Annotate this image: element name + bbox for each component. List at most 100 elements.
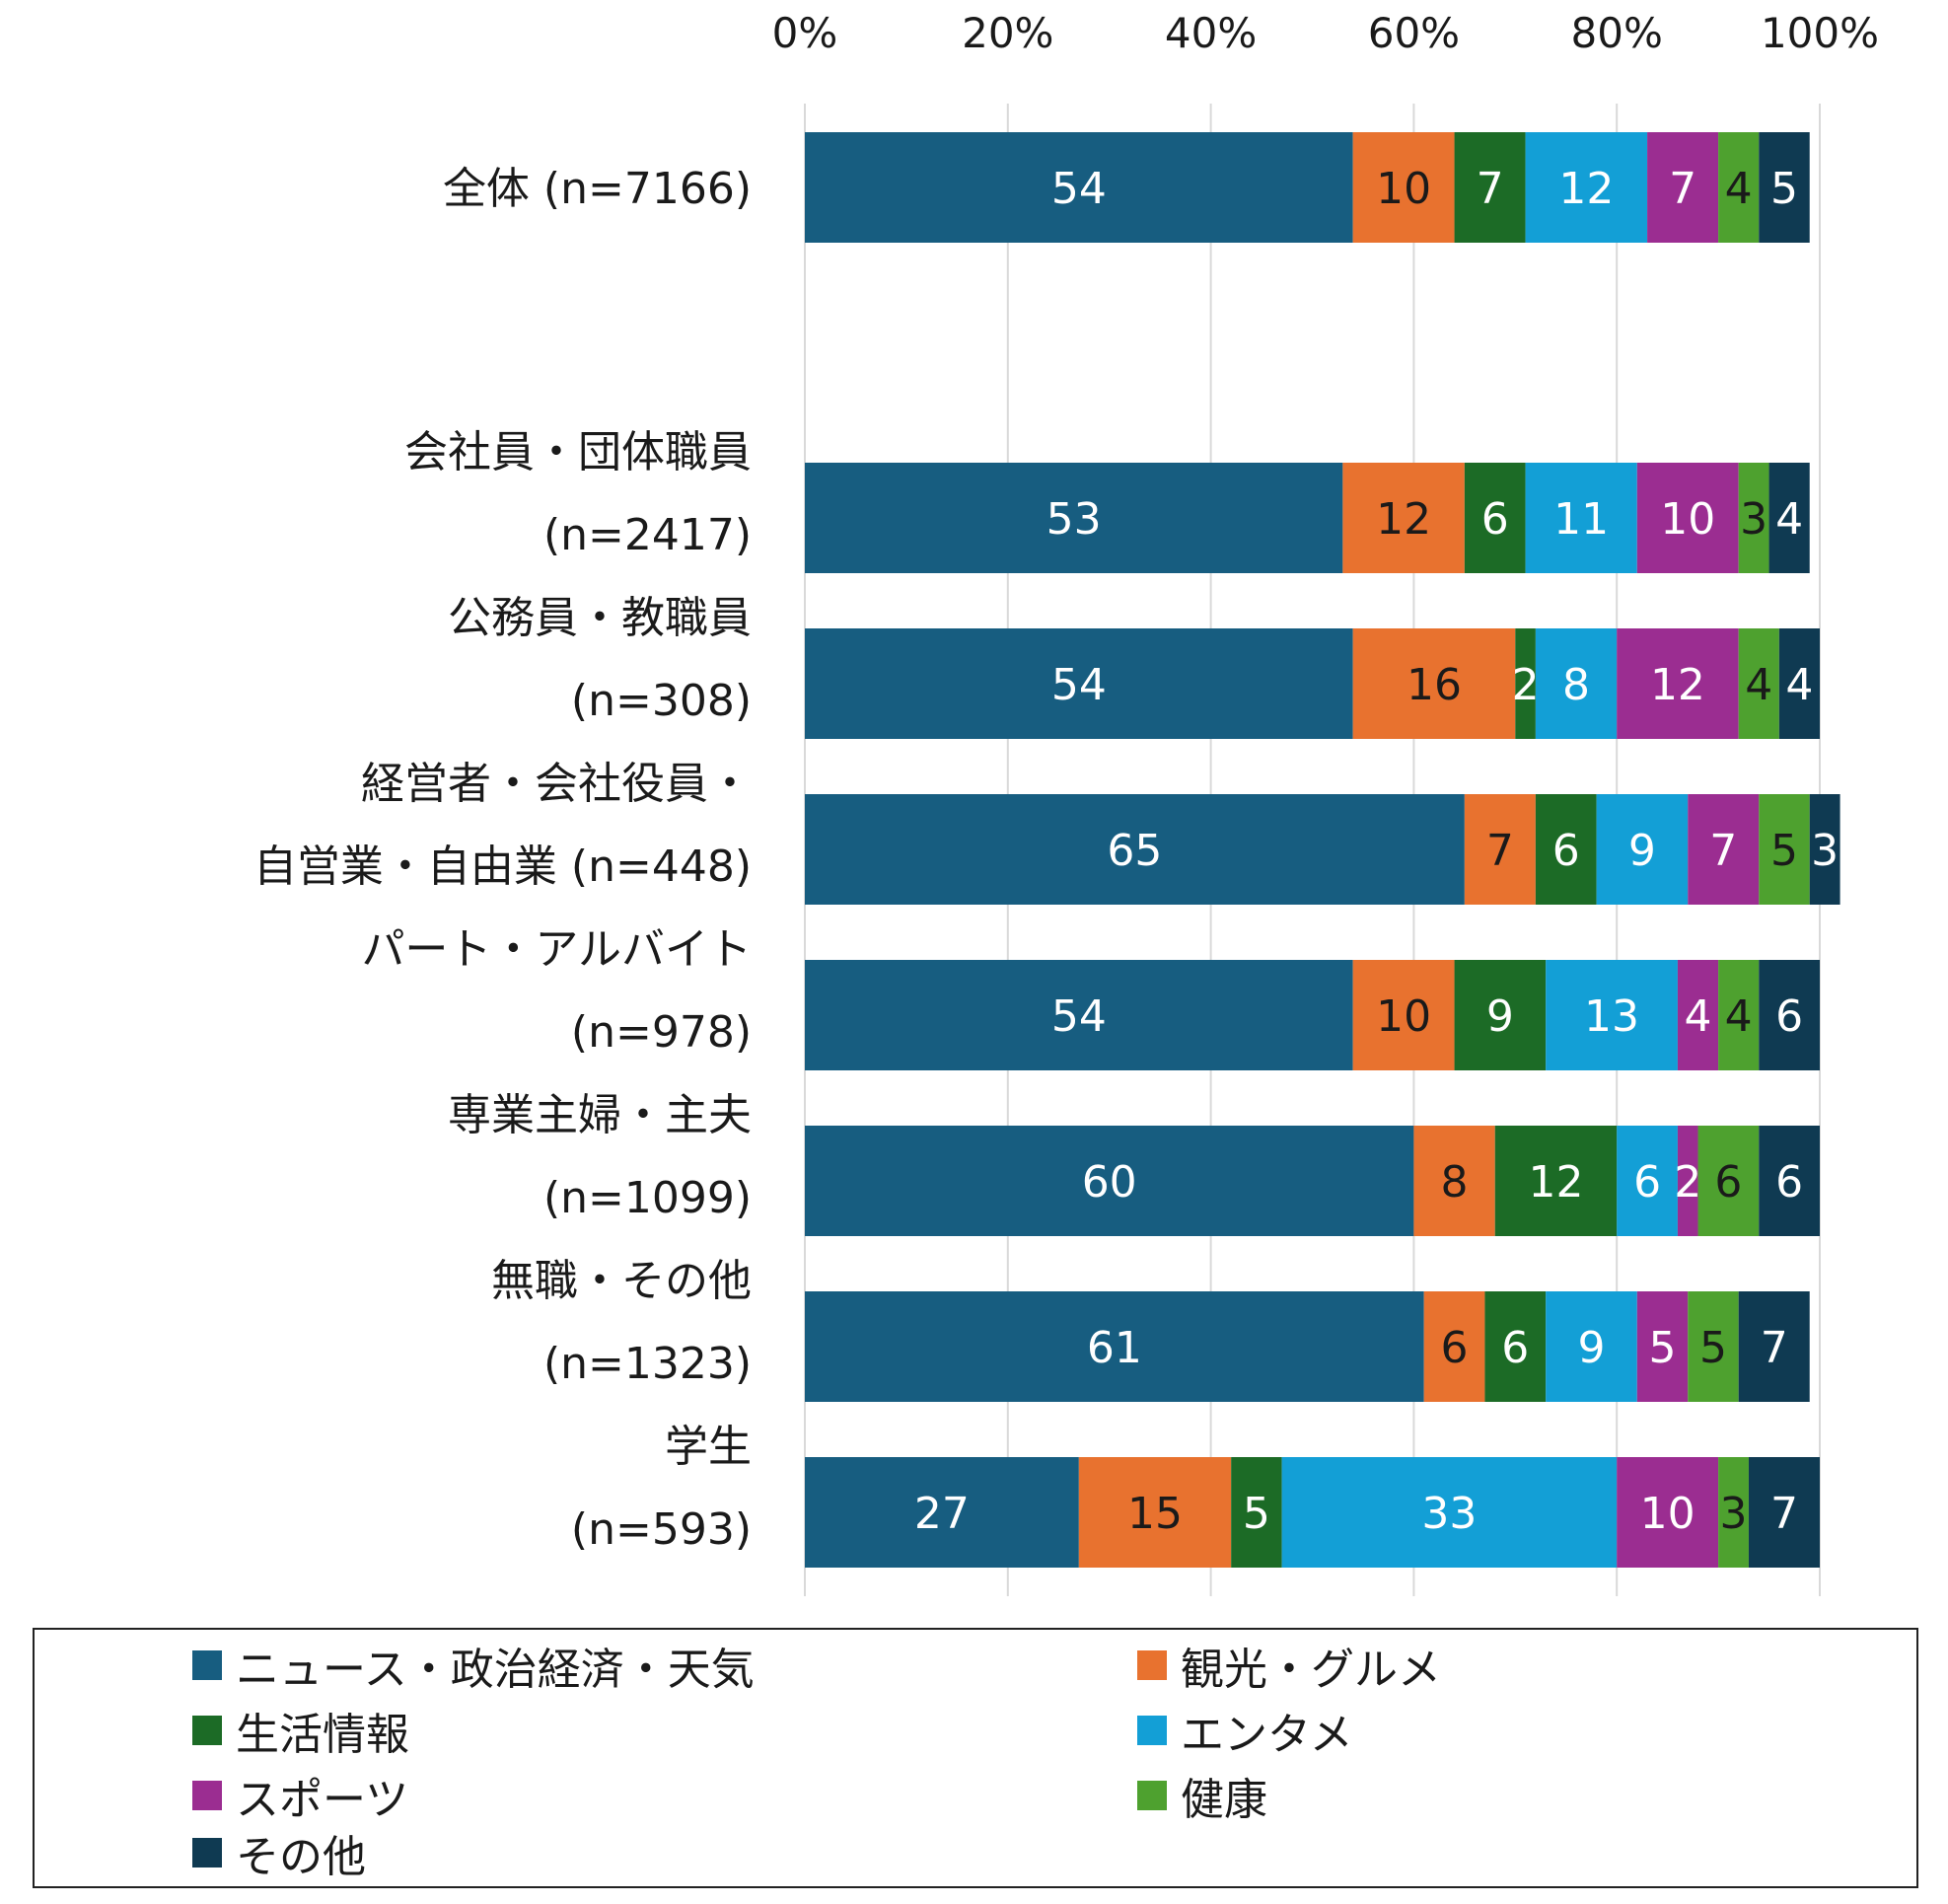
bar-segment: [1738, 463, 1769, 573]
data-label: 10: [1376, 991, 1431, 1042]
data-label: 10: [1376, 164, 1431, 214]
data-label: 54: [1051, 660, 1107, 710]
data-label: 12: [1650, 660, 1705, 710]
data-label: 3: [1720, 1489, 1748, 1539]
data-label: 54: [1051, 991, 1107, 1042]
data-label: 6: [1775, 991, 1803, 1042]
bar-segment: [1738, 1291, 1810, 1402]
legend-label-other: その他: [236, 1832, 366, 1882]
bar-segment: [1342, 463, 1465, 573]
data-label: 5: [1770, 826, 1798, 876]
bar-segment: [1636, 463, 1739, 573]
bar-segment: [1617, 628, 1739, 739]
bar-segment: [1464, 794, 1536, 905]
legend-label-health: 健康: [1181, 1775, 1267, 1825]
data-label: 61: [1087, 1323, 1142, 1373]
data-label: 9: [1628, 826, 1656, 876]
bar-segment: [1464, 463, 1526, 573]
bar-segment: [1494, 1126, 1618, 1236]
data-label: 11: [1553, 494, 1609, 545]
data-label: 6: [1481, 494, 1509, 545]
data-label: 10: [1640, 1489, 1695, 1539]
bar-segment: [805, 1457, 1079, 1568]
legend-swatch-other: [192, 1838, 222, 1867]
bar-segment: [1423, 1291, 1485, 1402]
data-label: 15: [1127, 1489, 1183, 1539]
data-label: 8: [1441, 1157, 1469, 1208]
x-tick-label: 40%: [1165, 9, 1257, 57]
bar-segment: [1617, 1457, 1719, 1568]
bar-segment: [805, 794, 1465, 905]
category-label: 専業主婦・主夫: [448, 1090, 752, 1140]
data-label: 10: [1660, 494, 1715, 545]
legend-item-news: ニュース・政治経済・天気: [192, 1636, 755, 1695]
x-tick-label: 0%: [772, 9, 838, 57]
category-label: 全体 (n=7166): [443, 164, 752, 214]
bar-segment: [1352, 132, 1455, 243]
bar-segment: [1535, 794, 1597, 905]
bar-segment: [1677, 1126, 1698, 1236]
data-label: 60: [1082, 1157, 1137, 1208]
bar-segment: [1617, 1126, 1678, 1236]
data-label: 16: [1407, 660, 1462, 710]
category-label: (n=593): [571, 1504, 752, 1555]
data-label: 3: [1811, 826, 1839, 876]
bar-segment: [1677, 960, 1719, 1070]
bar-segment: [805, 628, 1353, 739]
bar-segment: [1759, 1126, 1820, 1236]
bar-segment: [1484, 1291, 1547, 1402]
bar-segment: [1738, 628, 1779, 739]
bar-segment: [805, 1291, 1424, 1402]
legend-item-health: 健康: [1137, 1766, 1267, 1825]
data-label: 5: [1649, 1323, 1677, 1373]
data-label: 12: [1528, 1157, 1583, 1208]
data-label: 9: [1486, 991, 1514, 1042]
data-label: 3: [1740, 494, 1768, 545]
bar-segment: [1231, 1457, 1282, 1568]
bar-segment: [1352, 960, 1455, 1070]
data-label: 4: [1685, 991, 1712, 1042]
category-label: (n=1099): [543, 1173, 752, 1223]
data-label: 54: [1051, 164, 1107, 214]
data-label: 5: [1243, 1489, 1270, 1539]
legend-label-tourism: 観光・グルメ: [1181, 1645, 1441, 1695]
category-label: 経営者・会社役員・: [361, 759, 752, 809]
bar-segment: [1352, 628, 1516, 739]
data-label: 6: [1714, 1157, 1742, 1208]
bar-segment: [1525, 132, 1648, 243]
legend-swatch-entertainment: [1137, 1716, 1167, 1745]
bar-segment: [1535, 628, 1618, 739]
bar-segment: [805, 1126, 1414, 1236]
data-label: 5: [1699, 1323, 1727, 1373]
data-label: 27: [914, 1489, 970, 1539]
bar-segment: [805, 960, 1353, 1070]
legend-swatch-health: [1137, 1781, 1167, 1810]
data-label: 6: [1501, 1323, 1529, 1373]
legend-label-entertainment: エンタメ: [1181, 1710, 1353, 1760]
bar-segment: [1636, 1291, 1689, 1402]
bar-segment: [1525, 463, 1637, 573]
bar-segment: [805, 463, 1343, 573]
data-label: 33: [1421, 1489, 1477, 1539]
x-tick-label: 20%: [962, 9, 1053, 57]
bar-segment: [1809, 794, 1840, 905]
data-label: 7: [1761, 1323, 1788, 1373]
bar-segment: [1078, 1457, 1232, 1568]
legend-swatch-news: [192, 1650, 222, 1680]
x-axis-ticks: 0% 20% 40% 60% 80% 100%: [772, 9, 1879, 57]
data-label: 8: [1562, 660, 1590, 710]
legend-swatch-sports: [192, 1781, 222, 1810]
legend-item-other: その他: [192, 1823, 366, 1882]
bars: 54 10 7 12 7 4 553 12 6 11 10 3 454 16 2 8 12 4 465 7 6 9 7 5 35…: [805, 132, 1840, 1568]
category-label: (n=308): [571, 676, 752, 726]
data-label: 7: [1486, 826, 1514, 876]
bar-segment: [1281, 1457, 1618, 1568]
data-label: 4: [1785, 660, 1813, 710]
bar-segment: [1515, 628, 1536, 739]
data-label: 6: [1633, 1157, 1661, 1208]
bar-segment: [1688, 794, 1760, 905]
category-labels: 全体 (n=7166) 会社員・団体職員 (n=2417) 公務員・教職員 (n=308…: [253, 164, 752, 1555]
data-label: 6: [1775, 1157, 1803, 1208]
data-label: 7: [1477, 164, 1504, 214]
x-tick-label: 60%: [1368, 9, 1460, 57]
